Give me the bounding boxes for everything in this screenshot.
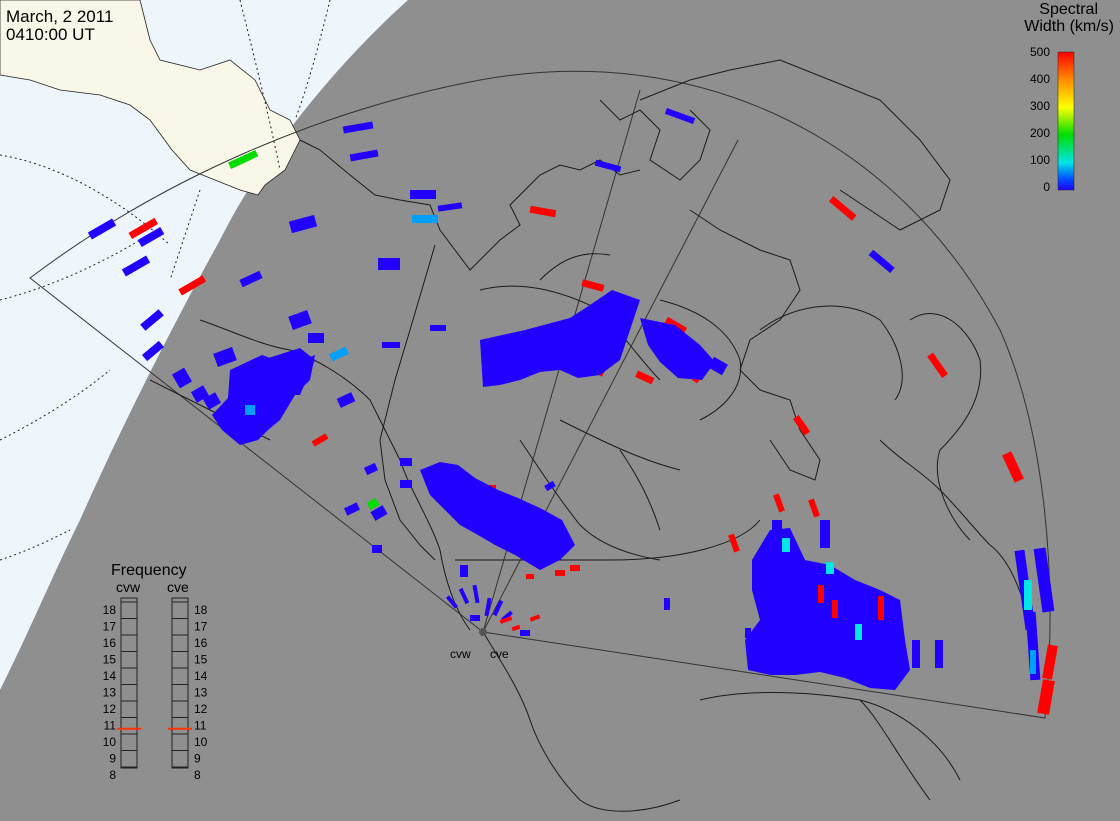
frequency-title: Frequency	[111, 562, 187, 579]
colorbar-tick-label: 300	[1030, 99, 1050, 113]
graticule	[0, 0, 331, 561]
frequency-scale-label: 12	[194, 702, 208, 716]
colorbar-title-line1: Spectral	[1039, 1, 1098, 18]
frequency-scale-label: 18	[194, 603, 208, 617]
colorbar-gradient	[1057, 51, 1075, 191]
frequency-scale-label: 12	[103, 702, 117, 716]
frequency-left-column	[120, 597, 138, 769]
frequency-scale-label: 11	[104, 719, 117, 733]
frequency-scale-label: 8	[109, 768, 116, 782]
colorbar-ticks: 500 400 300 200 100 0	[1030, 45, 1050, 194]
frequency-scale-label: 8	[194, 768, 201, 782]
frequency-grid-lines	[121, 601, 188, 768]
colorbar-tick-label: 500	[1030, 45, 1050, 59]
radar-site-markers	[479, 628, 487, 636]
colorbar-tick-label: 0	[1043, 180, 1050, 194]
frequency-scale-label: 13	[103, 686, 117, 700]
frequency-scale-label: 17	[194, 620, 208, 634]
time-label: 0410:00 UT	[6, 25, 95, 44]
daylight-region	[0, 0, 408, 690]
colorbar: Spectral Width (km/s) 500 400 300 200 10…	[1024, 1, 1114, 194]
frequency-scale-label: 11	[194, 719, 207, 733]
frequency-scale-label: 18	[103, 603, 117, 617]
colorbar-tick-label: 100	[1030, 153, 1050, 167]
colorbar-tick-label: 200	[1030, 126, 1050, 140]
radar-cells	[87, 108, 1058, 715]
date-label: March, 2 2011	[6, 7, 113, 26]
frequency-panel: Frequency cvw cve 18 18 17 17 16 16 15 15 14 14 13…	[103, 562, 208, 782]
radar-label-cvw: cvw	[450, 647, 471, 661]
frequency-left-label: cvw	[116, 579, 141, 595]
frequency-scale-label: 13	[194, 686, 208, 700]
colorbar-title-line2: Width (km/s)	[1024, 18, 1114, 35]
sunlit-land	[0, 0, 301, 196]
radar-label-cve: cve	[490, 647, 509, 661]
frequency-scale-label: 17	[103, 620, 117, 634]
frequency-scale-label: 16	[103, 636, 117, 650]
frequency-scale-label: 9	[109, 752, 116, 766]
frequency-right-column	[171, 597, 189, 769]
frequency-scale-label: 10	[103, 735, 117, 749]
frequency-scale-label: 10	[194, 735, 208, 749]
frequency-scale-label: 16	[194, 636, 208, 650]
frequency-scale-label: 14	[103, 669, 117, 683]
frequency-scale-labels: 18 18 17 17 16 16 15 15 14 14 13 13 12 12 11 11 10 10 9 9 8 8	[103, 603, 208, 782]
frequency-right-label: cve	[167, 579, 189, 595]
frequency-scale-label: 15	[103, 653, 117, 667]
frequency-scale-label: 15	[194, 653, 208, 667]
colorbar-tick-label: 400	[1030, 72, 1050, 86]
frequency-scale-label: 14	[194, 669, 208, 683]
frequency-scale-label: 9	[194, 752, 201, 766]
